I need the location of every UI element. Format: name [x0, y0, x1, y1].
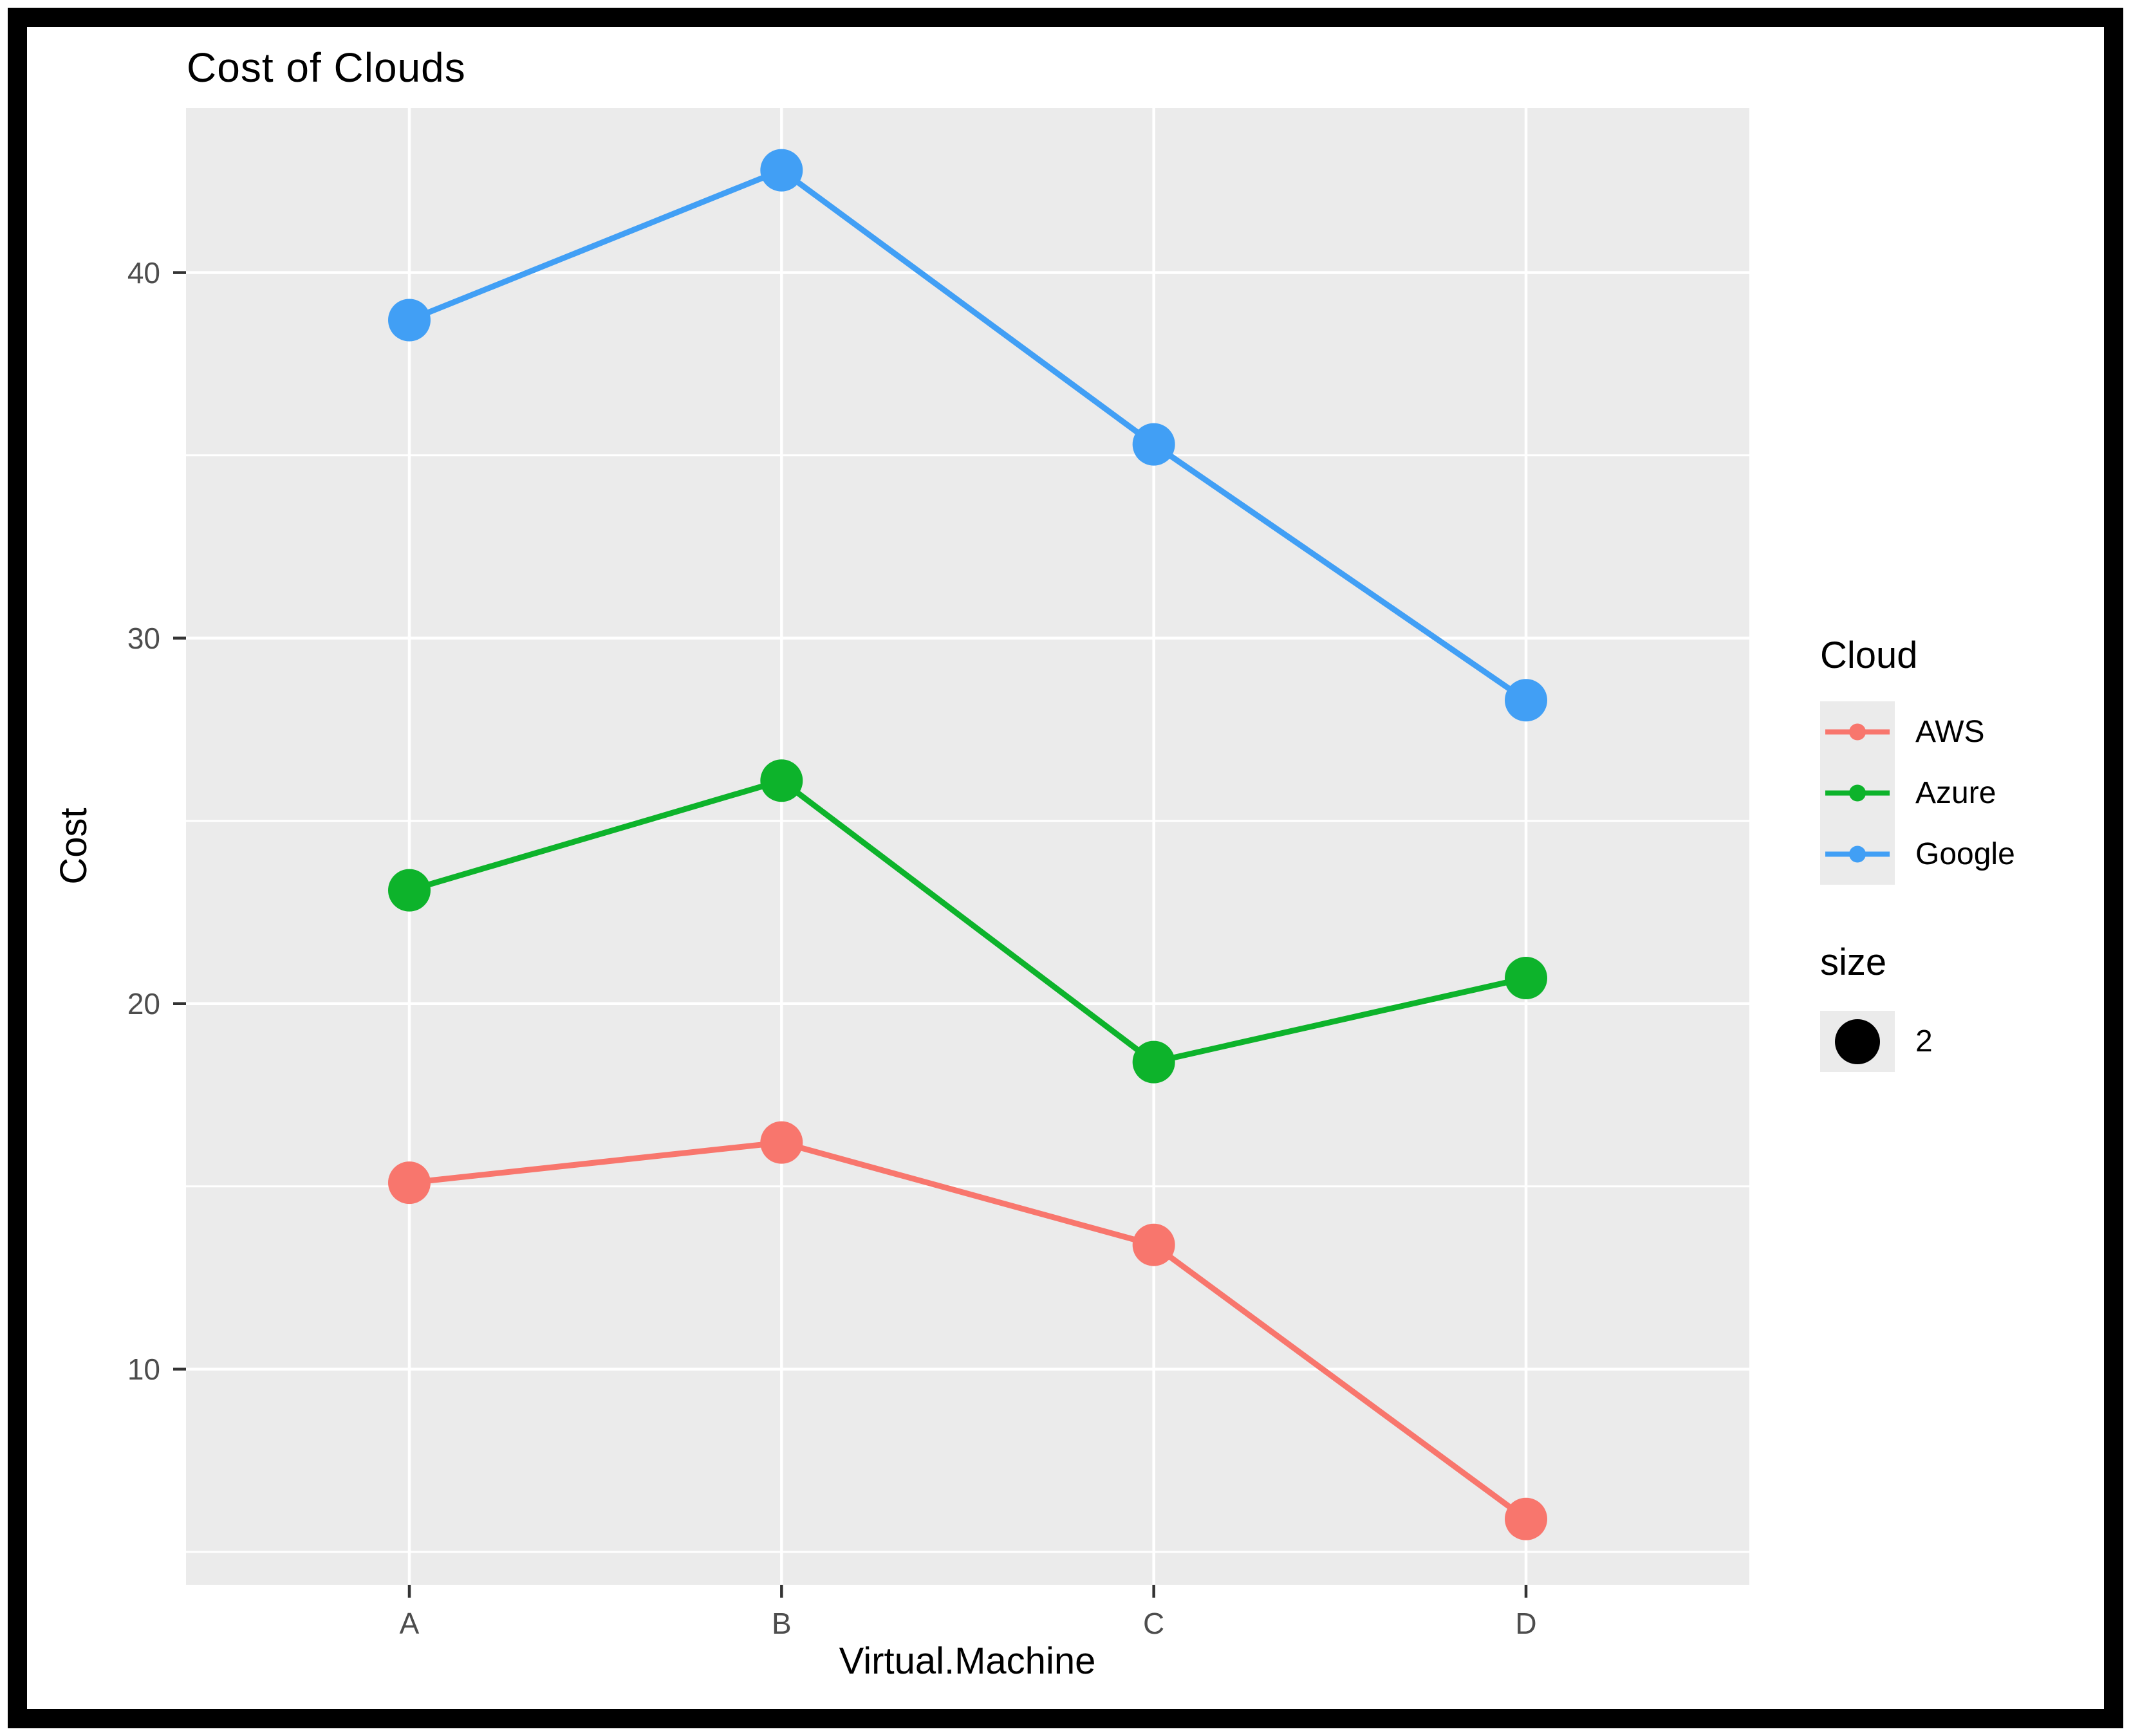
- legend-dot-icon: [1849, 784, 1866, 802]
- panel-background: [186, 108, 1749, 1585]
- data-point-google-B: [760, 149, 803, 192]
- legend-key-aws: [1820, 701, 1895, 762]
- legend-key-glyph: [1825, 723, 1890, 741]
- series-line-azure: [408, 777, 1527, 1066]
- data-point-azure-B: [760, 759, 803, 802]
- legend-key-google: [1820, 824, 1895, 885]
- size-legend-key: [1820, 1011, 1895, 1072]
- data-point-google-A: [388, 299, 431, 342]
- data-point-aws-B: [760, 1121, 803, 1164]
- legend-key-azure: [1820, 762, 1895, 824]
- x-tick-label: B: [771, 1607, 792, 1640]
- y-tick-label: 40: [127, 255, 160, 290]
- legend-row-aws: AWS: [1820, 701, 2123, 762]
- size-legend-value: 2: [1915, 1024, 1933, 1058]
- size-legend-title: size: [1820, 941, 1887, 983]
- x-axis-title: Virtual.Machine: [839, 1640, 1096, 1682]
- size-legend: size 2: [1820, 941, 2123, 1072]
- data-point-aws-C: [1132, 1223, 1175, 1266]
- data-point-google-C: [1132, 423, 1175, 466]
- legend-row-google: Google: [1820, 824, 2123, 885]
- data-point-google-D: [1505, 679, 1547, 722]
- legend-label-aws: AWS: [1915, 715, 1985, 749]
- y-axis-title: Cost: [53, 808, 95, 885]
- data-point-aws-A: [388, 1161, 431, 1205]
- legend-dot-icon: [1849, 845, 1866, 863]
- y-tick-label: 30: [127, 621, 160, 655]
- image-border-frame: [8, 8, 2123, 1728]
- color-legend: Cloud AWS Azure Google: [1820, 634, 2123, 885]
- series-line-aws: [409, 1140, 1528, 1522]
- x-tick-label: C: [1143, 1607, 1165, 1640]
- size-legend-row: 2: [1820, 1011, 2123, 1072]
- y-tick-label: 10: [127, 1352, 160, 1386]
- legend-key-glyph: [1825, 784, 1890, 802]
- data-point-azure-D: [1505, 957, 1547, 1000]
- color-legend-rows: AWS Azure Google: [1820, 701, 2123, 885]
- series-line-google: [408, 167, 1528, 703]
- chart-title: Cost of Clouds: [187, 44, 466, 91]
- y-tick-label: 20: [127, 986, 160, 1020]
- color-legend-title: Cloud: [1820, 634, 1918, 676]
- x-tick-label: D: [1515, 1607, 1537, 1640]
- data-point-aws-D: [1505, 1497, 1547, 1540]
- data-point-azure-A: [388, 869, 431, 912]
- legend-label-google: Google: [1915, 837, 2015, 871]
- x-tick-label: A: [399, 1607, 420, 1640]
- legend-key-glyph: [1825, 845, 1890, 863]
- legend-row-azure: Azure: [1820, 762, 2123, 824]
- legend-label-azure: Azure: [1915, 776, 1996, 810]
- data-point-azure-C: [1132, 1040, 1175, 1084]
- size-dot-icon: [1835, 1019, 1880, 1064]
- legend-dot-icon: [1849, 723, 1866, 741]
